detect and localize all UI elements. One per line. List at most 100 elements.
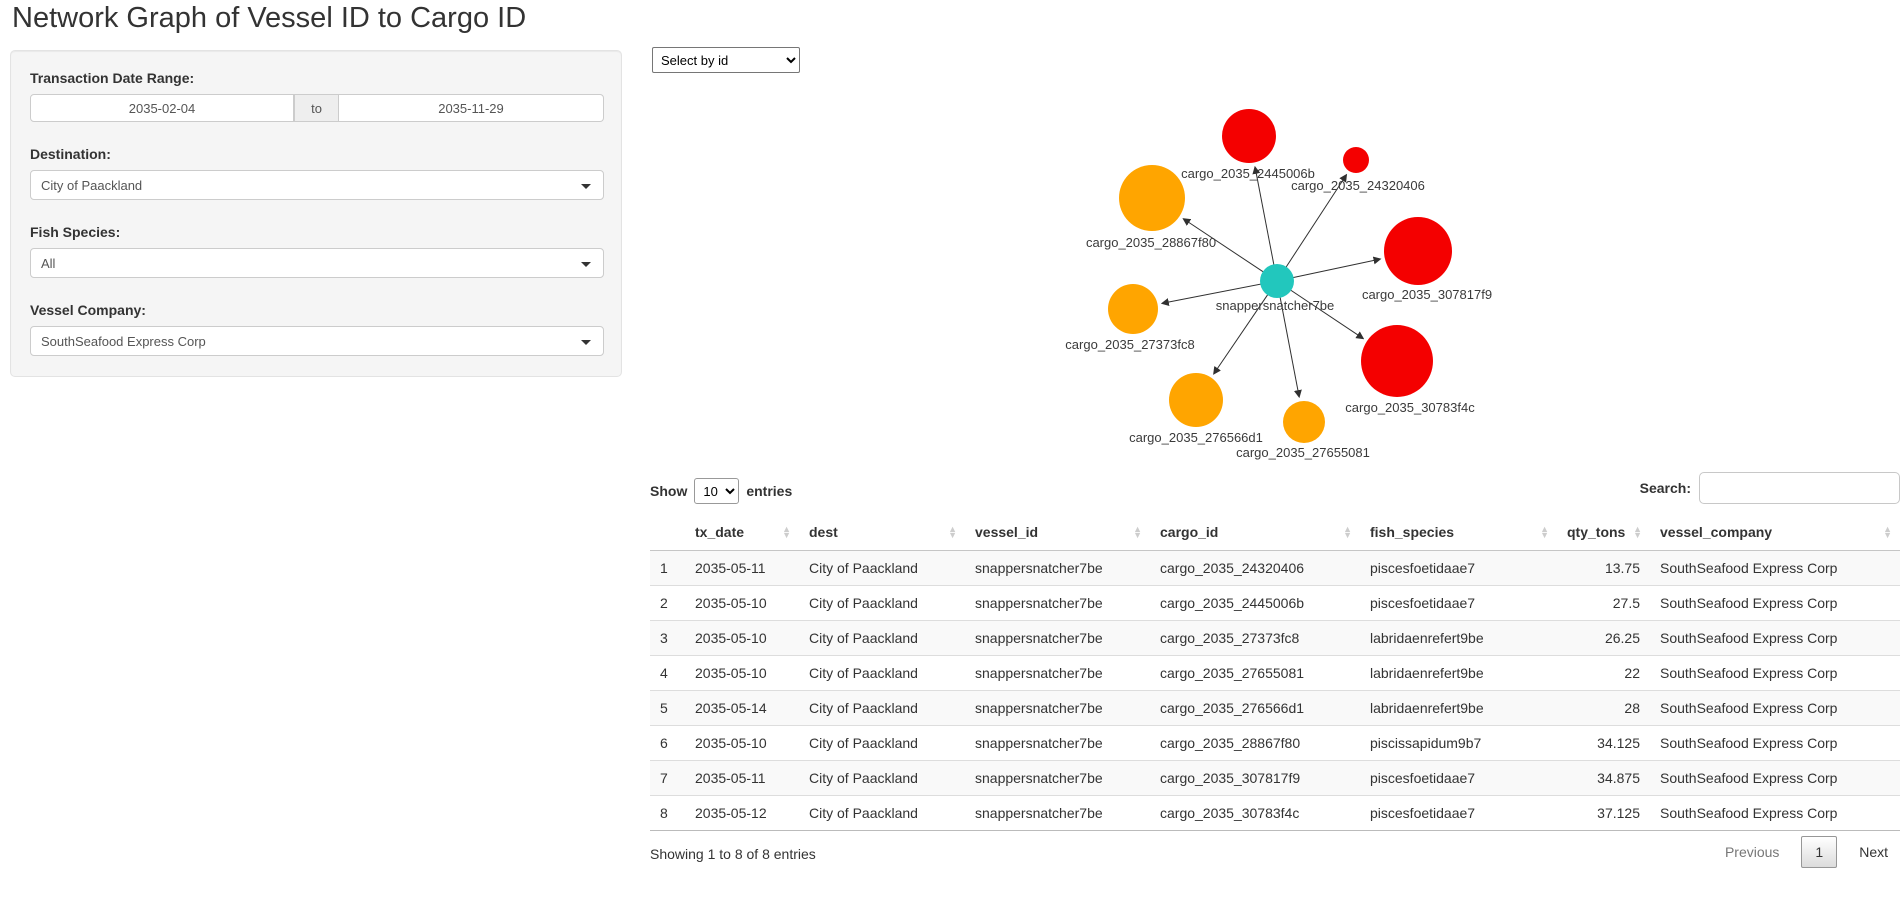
date-start-input[interactable] [30,94,294,122]
graph-edge [1276,280,1365,340]
graph-edge [1276,280,1302,399]
graph-edge [1160,280,1278,307]
cargo-node[interactable] [1384,217,1452,285]
cell-vessel_id: snappersnatcher7be [975,560,1103,576]
node-label: cargo_2035_27373fc8 [1065,337,1194,352]
cell-vessel_company: SouthSeafood Express Corp [1660,630,1838,646]
node-label: cargo_2035_2445006b [1181,166,1315,181]
entries-label: entries [746,483,793,499]
cell-qty_tons: 13.75 [1604,560,1640,576]
row-number-header [650,514,685,551]
column-header-dest[interactable]: dest ▲ ▼ [799,514,965,551]
node-label: cargo_2035_27655081 [1236,445,1370,460]
network-graph: cargo_2035_2445006bcargo_2035_24320406ca… [1065,109,1492,460]
node-label: cargo_2035_24320406 [1291,178,1425,193]
cell-vessel_company: SouthSeafood Express Corp [1660,560,1838,576]
cell-vessel_id: snappersnatcher7be [975,700,1103,716]
fish-species-dropdown[interactable]: All [30,248,604,278]
cell-qty_tons: 27.5 [1612,595,1640,611]
cell-dest: City of Paackland [809,665,918,681]
pagination: Previous 1 Next [1713,836,1900,868]
previous-page-button[interactable]: Previous [1724,844,1780,860]
main-column: Select by id Show 10 entries Search: tx_… [650,40,1900,881]
column-header-cargo_id[interactable]: cargo_id ▲ ▼ [1150,514,1360,551]
cell-vessel_id: snappersnatcher7be [975,805,1103,821]
table-row[interactable]: 6 2035-05-10 City of Paackland snappersnatc… [650,725,1900,761]
column-header-vessel_id[interactable]: vessel_id ▲ ▼ [965,514,1150,551]
next-page-button[interactable]: Next [1859,844,1888,860]
cell-qty_tons: 34.125 [1597,735,1640,751]
table-footer: Showing 1 to 8 of 8 entries Previous 1 N… [650,831,1900,881]
sort-icon: ▲ ▼ [948,524,957,540]
column-header-fish_species[interactable]: fish_species ▲ ▼ [1360,514,1557,551]
destination-dropdown[interactable]: City of Paackland [30,170,604,200]
show-label: Show [650,483,688,499]
node-label: cargo_2035_28867f80 [1086,235,1216,250]
page-title: Network Graph of Vessel ID to Cargo ID [12,2,527,34]
cargo-node[interactable] [1169,373,1223,427]
table-row[interactable]: 3 2035-05-10 City of Paackland snappersnatc… [650,620,1900,656]
cell-dest: City of Paackland [809,630,918,646]
row-number-cell: 8 [660,805,668,821]
cell-qty_tons: 37.125 [1597,805,1640,821]
vessel-node-label: snappersnatcher7be [1216,298,1335,313]
cell-fish_species: labridaenrefert9be [1370,700,1484,716]
cargo-node[interactable] [1283,401,1325,443]
column-header-vessel_company[interactable]: vessel_company ▲ ▼ [1650,514,1900,551]
cell-qty_tons: 26.25 [1604,630,1640,646]
table-row[interactable]: 4 2035-05-10 City of Paackland snappersnatc… [650,655,1900,691]
cell-cargo_id: cargo_2035_27373fc8 [1160,630,1300,646]
cell-cargo_id: cargo_2035_30783f4c [1160,805,1300,821]
cargo-node[interactable] [1119,165,1185,231]
date-range-label: Transaction Date Range: [30,70,195,86]
page-length-select[interactable]: 10 [694,478,740,504]
vessel-company-dropdown[interactable]: SouthSeafood Express Corp [30,326,604,356]
cell-dest: City of Paackland [809,805,918,821]
row-number-cell: 6 [660,735,668,751]
cell-dest: City of Paackland [809,595,918,611]
cargo-node[interactable] [1361,325,1433,397]
table-row[interactable]: 7 2035-05-11 City of Paackland snappersnatc… [650,760,1900,796]
vessel-company-value: SouthSeafood Express Corp [41,333,206,349]
cell-tx_date: 2035-05-10 [695,595,767,611]
table-row[interactable]: 1 2035-05-11 City of Paackland snappersnatc… [650,550,1900,586]
cell-cargo_id: cargo_2035_2445006b [1160,595,1305,611]
cell-dest: City of Paackland [809,770,918,786]
column-header-qty_tons[interactable]: qty_tons ▲ ▼ [1557,514,1650,551]
cell-fish_species: piscesfoetidaae7 [1370,560,1476,576]
vessel-company-label: Vessel Company: [30,302,146,318]
vessel-node[interactable] [1260,264,1294,298]
current-page-button[interactable]: 1 [1801,836,1838,868]
search-input[interactable] [1699,472,1900,504]
select-by-id-dropdown[interactable]: Select by id [652,47,800,73]
cell-vessel_company: SouthSeafood Express Corp [1660,735,1838,751]
graph-edge [1182,218,1278,282]
column-header-tx_date[interactable]: tx_date ▲ ▼ [685,514,799,551]
filter-panel: Transaction Date Range: to Destination: … [10,50,622,377]
date-range-group: to [30,94,604,122]
cell-vessel_id: snappersnatcher7be [975,630,1103,646]
row-number-cell: 4 [660,665,668,681]
cell-cargo_id: cargo_2035_24320406 [1160,560,1305,576]
date-end-input[interactable] [339,94,604,122]
table-row[interactable]: 8 2035-05-12 City of Paackland snappersnatc… [650,795,1900,831]
table-row[interactable]: 2 2035-05-10 City of Paackland snappersnatc… [650,585,1900,621]
cell-vessel_company: SouthSeafood Express Corp [1660,805,1838,821]
sort-icon: ▲ ▼ [1633,524,1642,540]
fish-species-value: All [41,255,56,271]
graph-edge [1252,165,1278,282]
page-length-control: Show 10 entries [650,478,792,504]
cargo-node[interactable] [1222,109,1276,163]
search-control: Search: [1640,472,1900,504]
cargo-node[interactable] [1108,284,1158,334]
sort-icon: ▲ ▼ [1133,524,1142,540]
data-table: tx_date ▲ ▼ dest ▲ ▼ vessel_id ▲ ▼ cargo_id ▲ ▼ fish… [650,514,1900,831]
chevron-down-icon [581,262,591,267]
cell-fish_species: piscesfoetidaae7 [1370,805,1476,821]
cell-fish_species: piscissapidum9b7 [1370,735,1482,751]
cell-tx_date: 2035-05-11 [695,560,766,576]
row-number-cell: 1 [660,560,668,576]
cargo-node[interactable] [1343,147,1369,173]
table-row[interactable]: 5 2035-05-14 City of Paackland snappersnatc… [650,690,1900,726]
cell-tx_date: 2035-05-14 [695,700,767,716]
